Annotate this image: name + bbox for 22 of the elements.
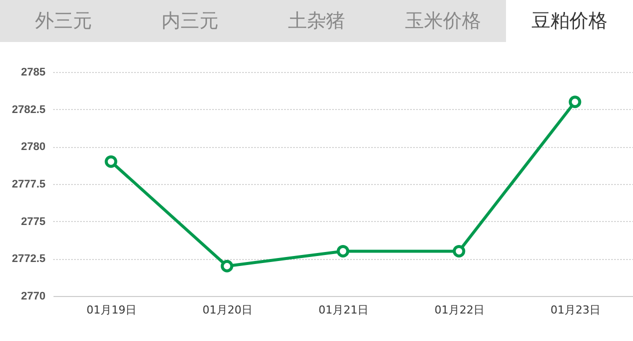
point	[104, 155, 118, 168]
y-tick-label: 2772.5	[12, 253, 46, 266]
point	[568, 96, 582, 108]
y-tick-label: 2785	[21, 66, 46, 78]
y-tick-label: 2775	[21, 216, 46, 228]
x-tick-label: 01月22日	[434, 304, 484, 316]
tab[interactable]: 外三元	[0, 0, 127, 42]
y-tick-label: 2780	[21, 141, 46, 154]
y-tick-label: 2782.5	[12, 104, 46, 116]
x-tick-label: 01月19日	[86, 304, 136, 316]
x-tick-label: 01月21日	[318, 304, 368, 316]
point	[452, 244, 466, 258]
tab[interactable]: 玉米价格	[380, 0, 506, 42]
y-tick-label: 2770	[21, 290, 46, 302]
y-tick-label: 2777.5	[12, 178, 46, 190]
tab[interactable]: 豆粕价格	[506, 0, 633, 42]
point	[220, 260, 234, 272]
tab[interactable]: 土杂猪	[253, 0, 380, 42]
tab[interactable]: 内三元	[126, 0, 254, 42]
x-tick-label: 01月23日	[550, 304, 600, 316]
point	[336, 244, 350, 258]
x-tick-label: 01月20日	[202, 304, 252, 316]
